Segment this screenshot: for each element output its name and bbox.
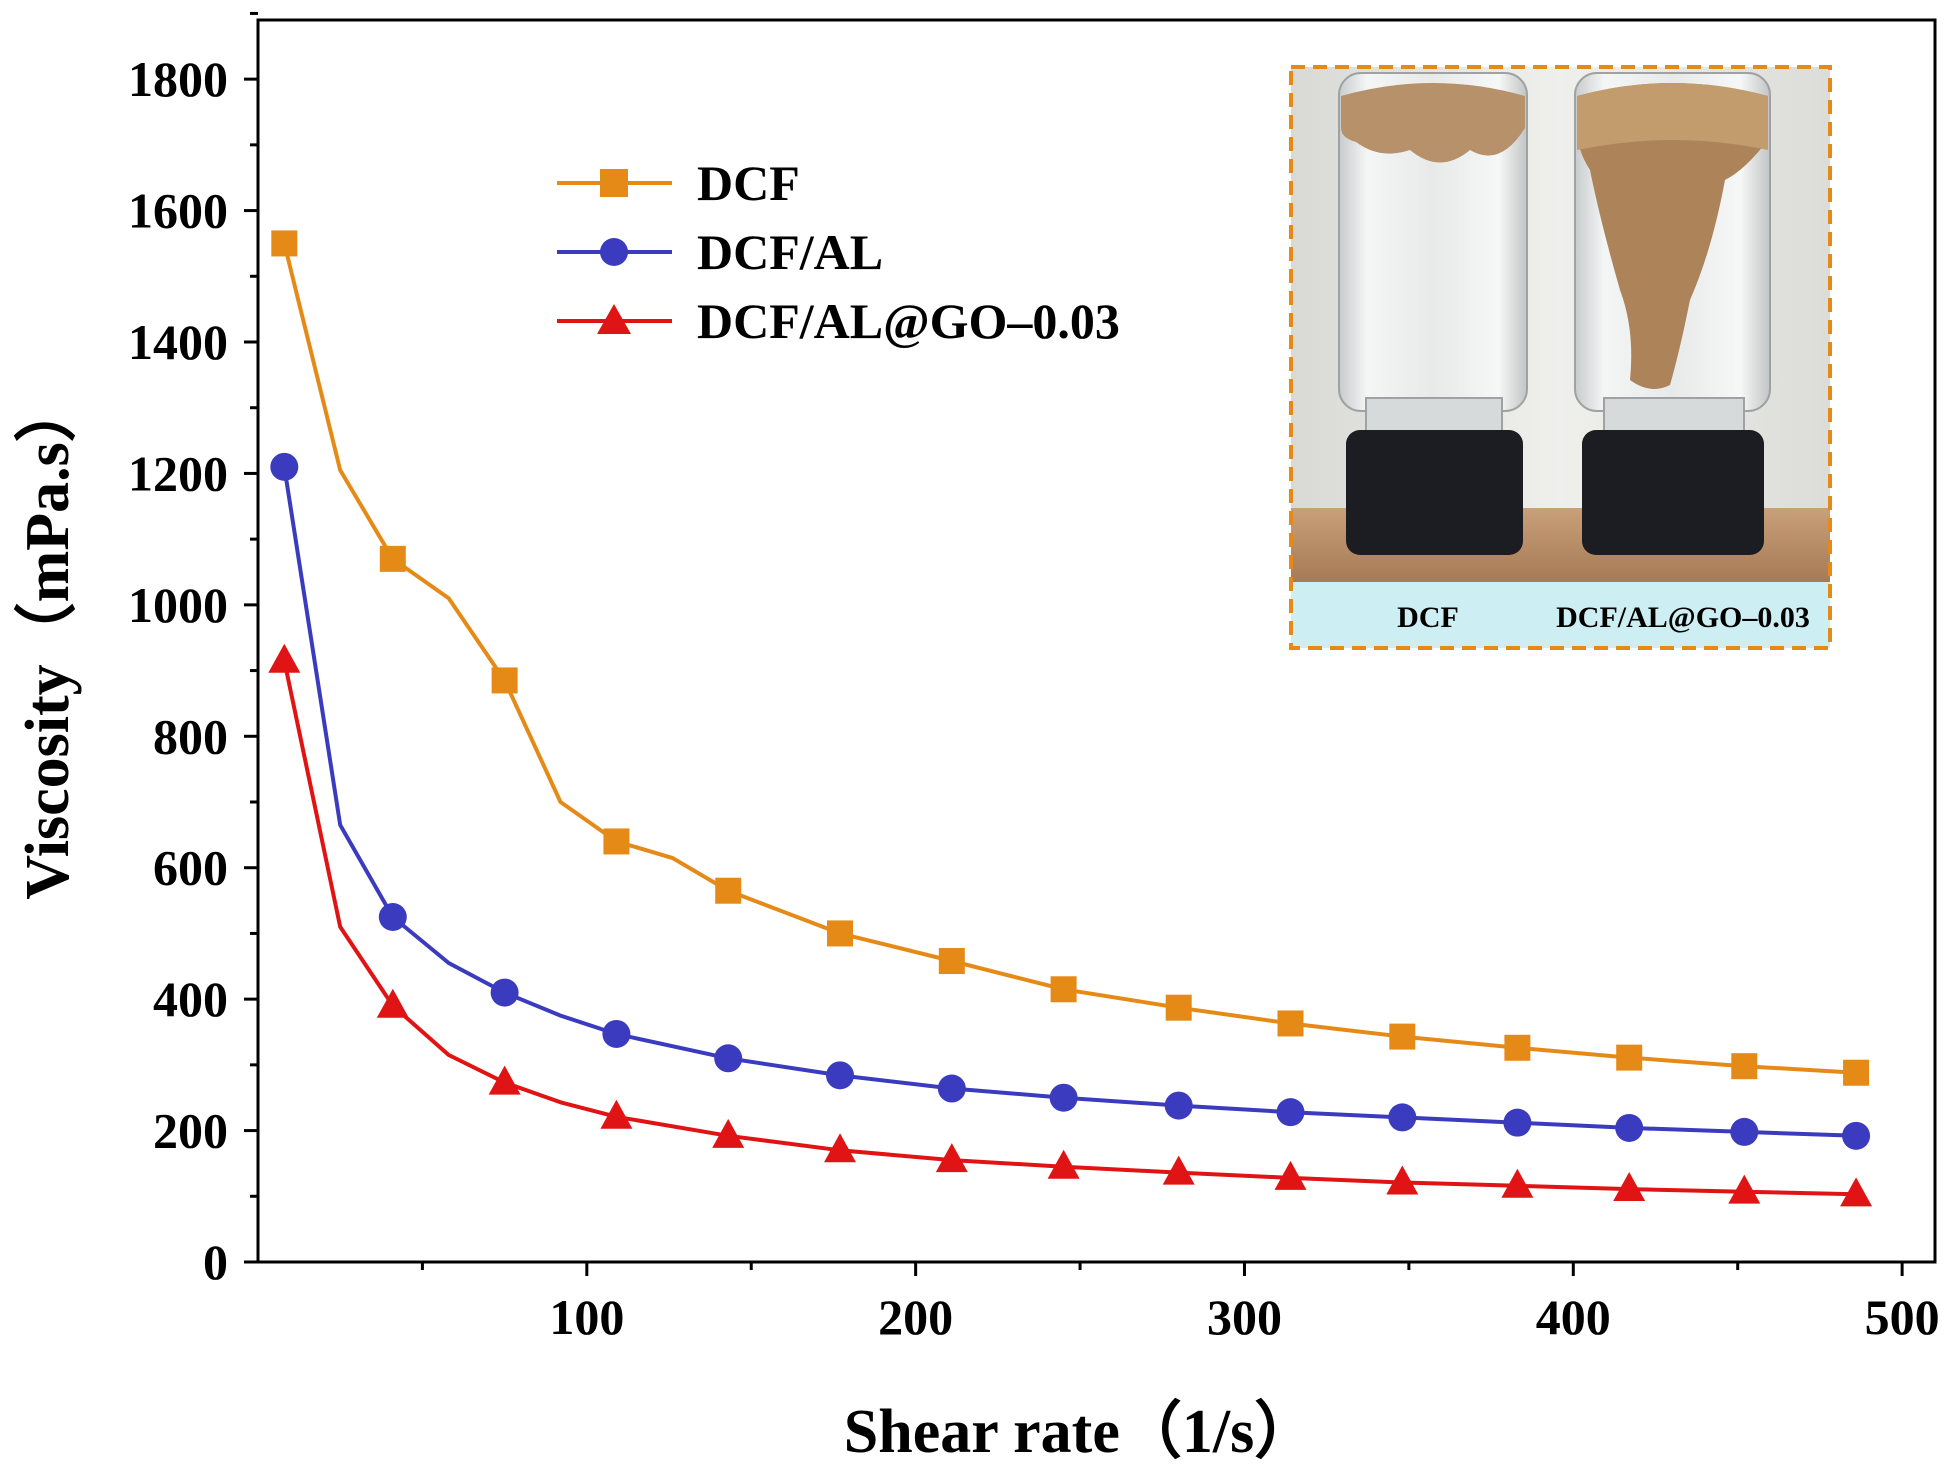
data-point [270, 452, 299, 481]
data-point [937, 1074, 966, 1103]
inset-caption-band [1291, 582, 1830, 648]
data-point [268, 643, 301, 673]
vial-dcf-al-go-foam [1577, 83, 1768, 389]
vial-dcf-al-go [1574, 72, 1771, 555]
data-point [378, 903, 407, 931]
x-tick-label: 500 [1865, 1289, 1940, 1345]
legend-marker-dcf-al-go [597, 304, 631, 334]
data-point [1388, 1103, 1417, 1132]
inset-photo: DCF DCF/AL@GO–0.03 [1289, 65, 1832, 650]
y-tick-label: 800 [153, 708, 228, 764]
tick-labels: 100 200 300 400 500 0 200 400 600 800 1000 1200 1400… [128, 51, 1940, 1345]
data-point [600, 1099, 633, 1129]
y-tick-label: 1000 [128, 577, 228, 633]
inset-caption-dcf-al-go: DCF/AL@GO–0.03 [1556, 601, 1810, 634]
data-point [1164, 1091, 1193, 1120]
data-point [824, 1133, 857, 1163]
y-axis-title: Viscosity（mPa.s） [12, 380, 82, 900]
x-tick-label: 200 [878, 1289, 953, 1345]
data-point [1274, 1160, 1307, 1190]
data-point [1501, 1168, 1534, 1198]
series-layer [268, 230, 1873, 1207]
vial-dcf-neck [1365, 397, 1503, 433]
legend-marker-dcf-al [600, 238, 628, 266]
data-point [1503, 1108, 1532, 1137]
data-point [714, 1044, 743, 1073]
data-point [1840, 1177, 1873, 1207]
data-point [715, 877, 742, 904]
axis-ticks [244, 11, 1904, 1276]
plot-frame [256, 18, 1937, 1264]
y-tick-label: 1200 [128, 445, 228, 501]
data-point [1386, 1165, 1419, 1195]
data-point [1730, 1117, 1759, 1146]
vial-dcf-cap [1346, 430, 1523, 555]
data-point [1613, 1172, 1646, 1202]
vial-dcf-al-go-cap [1582, 430, 1764, 555]
series-2 [268, 643, 1873, 1207]
y-tick-label: 1800 [128, 51, 228, 107]
series-line [282, 660, 1857, 1197]
data-point [1843, 1059, 1870, 1086]
legend-entry-dcf-al-go: DCF/AL@GO–0.03 [557, 293, 1120, 349]
data-point [1615, 1113, 1644, 1142]
data-point [826, 1061, 855, 1090]
data-point [1165, 994, 1192, 1021]
x-tick-label: 300 [1207, 1289, 1282, 1345]
data-point [271, 230, 298, 257]
y-tick-label: 400 [153, 971, 228, 1027]
data-point [712, 1118, 745, 1148]
data-point [827, 920, 854, 947]
data-point [488, 1065, 521, 1095]
data-point [1728, 1174, 1761, 1204]
data-point [1277, 1010, 1304, 1037]
data-point [1504, 1034, 1531, 1061]
data-point [1049, 1083, 1078, 1112]
legend-entry-dcf: DCF [557, 155, 800, 211]
data-point [935, 1143, 968, 1173]
vial-dcf-foam [1341, 83, 1525, 163]
y-tick-label: 0 [203, 1234, 228, 1290]
legend: DCF DCF/AL DCF/AL@GO–0.03 [557, 155, 1120, 349]
data-point [490, 978, 519, 1007]
inset-caption-dcf: DCF [1397, 601, 1459, 634]
data-point [603, 828, 630, 855]
data-point [1047, 1149, 1080, 1179]
series-line [282, 466, 1857, 1138]
inset-border [1289, 65, 1832, 650]
y-tick-label: 1600 [128, 183, 228, 239]
data-point [491, 667, 518, 694]
x-axis-title: Shear rate（1/s） [844, 1396, 1316, 1466]
legend-marker-dcf [600, 169, 628, 197]
vial-dcf-al-go-neck [1603, 397, 1745, 433]
y-tick-label: 1400 [128, 314, 228, 370]
data-point [376, 988, 409, 1018]
data-point [1276, 1098, 1305, 1127]
vial-dcf-al-go-foam-top [1577, 83, 1768, 150]
data-point [1616, 1044, 1643, 1071]
y-tick-label: 200 [153, 1103, 228, 1159]
legend-entry-dcf-al: DCF/AL [557, 224, 883, 280]
x-tick-label: 400 [1536, 1289, 1611, 1345]
data-point [379, 545, 406, 572]
series-1 [270, 452, 1871, 1150]
legend-label-dcf: DCF [697, 155, 800, 211]
y-tick-label: 600 [153, 840, 228, 896]
data-point [938, 948, 965, 975]
data-point [1050, 976, 1077, 1003]
data-point [602, 1019, 631, 1048]
legend-label-dcf-al-go: DCF/AL@GO–0.03 [697, 293, 1120, 349]
data-point [1842, 1121, 1871, 1150]
series-0 [271, 230, 1870, 1086]
x-tick-label: 100 [549, 1289, 624, 1345]
vial-dcf [1338, 72, 1528, 555]
data-point [1731, 1053, 1758, 1080]
data-point [1162, 1155, 1195, 1185]
data-point [1389, 1023, 1416, 1050]
legend-label-dcf-al: DCF/AL [697, 224, 883, 280]
